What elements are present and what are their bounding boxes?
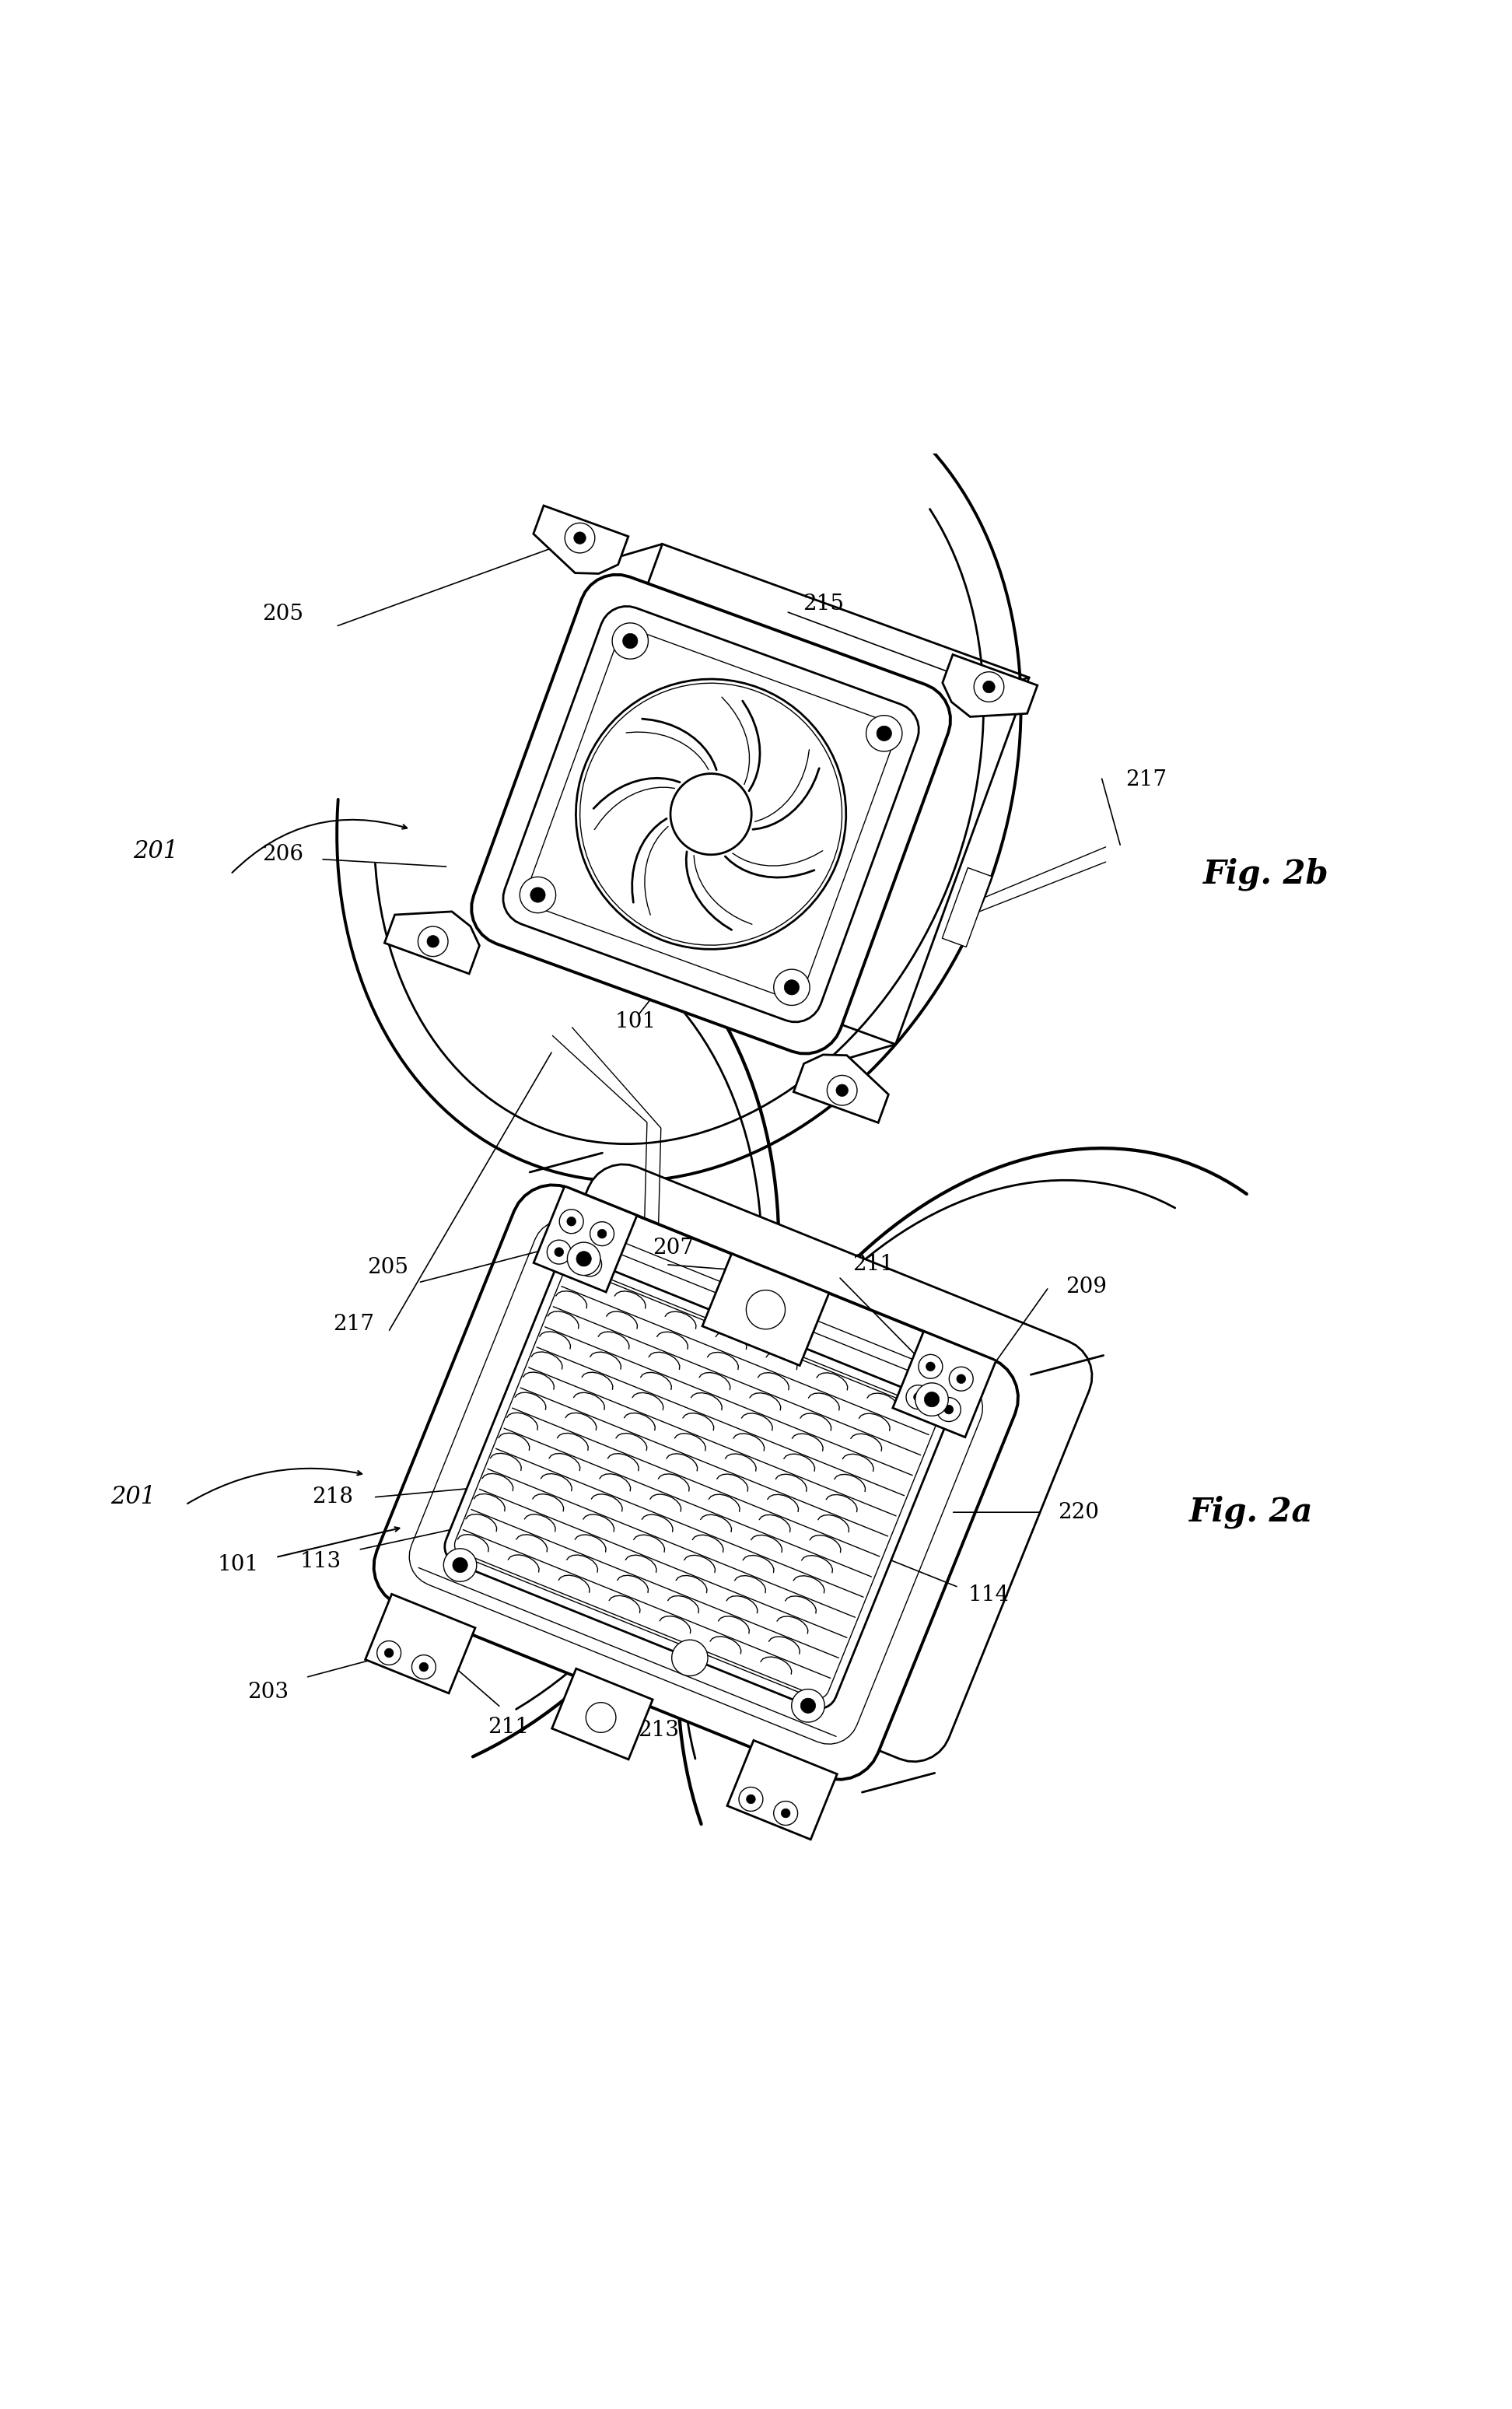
- Text: 203: 203: [248, 1681, 289, 1703]
- Polygon shape: [727, 1739, 838, 1840]
- Polygon shape: [531, 887, 546, 903]
- Text: 114: 114: [968, 1585, 1010, 1604]
- Polygon shape: [918, 1354, 942, 1378]
- Text: 101: 101: [615, 1012, 656, 1031]
- Polygon shape: [945, 1404, 953, 1414]
- Polygon shape: [552, 1669, 653, 1759]
- Polygon shape: [877, 725, 892, 742]
- Polygon shape: [983, 682, 995, 694]
- Polygon shape: [567, 1217, 576, 1226]
- Polygon shape: [575, 532, 585, 544]
- Text: 218: 218: [311, 1486, 354, 1508]
- Polygon shape: [670, 773, 751, 855]
- Polygon shape: [913, 1392, 922, 1402]
- Polygon shape: [529, 544, 1030, 1046]
- Polygon shape: [419, 1662, 428, 1672]
- Polygon shape: [623, 634, 638, 648]
- Polygon shape: [892, 1332, 996, 1438]
- Polygon shape: [782, 1809, 791, 1819]
- Polygon shape: [792, 1689, 824, 1722]
- Polygon shape: [924, 1392, 939, 1407]
- Text: 217: 217: [333, 1313, 375, 1335]
- Polygon shape: [565, 523, 594, 554]
- Polygon shape: [417, 927, 448, 956]
- Polygon shape: [866, 715, 903, 752]
- Polygon shape: [443, 1549, 476, 1583]
- Polygon shape: [739, 1787, 764, 1812]
- Polygon shape: [576, 679, 847, 949]
- Text: Fig. 2b: Fig. 2b: [1204, 858, 1329, 891]
- Text: 201: 201: [110, 1486, 156, 1510]
- Polygon shape: [587, 1703, 615, 1732]
- Polygon shape: [373, 1185, 1018, 1780]
- Text: 217: 217: [1125, 768, 1167, 790]
- Polygon shape: [555, 1248, 564, 1257]
- Polygon shape: [529, 631, 894, 997]
- Polygon shape: [703, 1253, 829, 1366]
- Text: 207: 207: [653, 1238, 694, 1257]
- Text: 101: 101: [218, 1554, 259, 1575]
- Polygon shape: [925, 1361, 934, 1371]
- Polygon shape: [827, 1074, 857, 1106]
- Text: 220: 220: [1058, 1501, 1099, 1522]
- Text: 215: 215: [803, 593, 844, 614]
- Polygon shape: [585, 1260, 594, 1270]
- Polygon shape: [384, 1648, 393, 1657]
- Text: 209: 209: [1066, 1277, 1107, 1298]
- Polygon shape: [452, 1559, 467, 1573]
- Polygon shape: [906, 1385, 930, 1409]
- Polygon shape: [671, 1641, 708, 1677]
- Polygon shape: [937, 1397, 960, 1421]
- Text: 213: 213: [638, 1720, 679, 1739]
- Text: 211: 211: [853, 1255, 894, 1274]
- Polygon shape: [590, 1221, 614, 1245]
- Polygon shape: [520, 877, 556, 913]
- Polygon shape: [747, 1291, 785, 1330]
- Polygon shape: [612, 624, 649, 660]
- Polygon shape: [597, 1229, 606, 1238]
- Polygon shape: [503, 607, 919, 1021]
- Polygon shape: [426, 935, 438, 947]
- Polygon shape: [445, 1164, 1092, 1761]
- Polygon shape: [578, 1253, 602, 1277]
- Polygon shape: [785, 980, 800, 995]
- Polygon shape: [974, 672, 1004, 701]
- Text: 211: 211: [488, 1718, 529, 1737]
- Polygon shape: [472, 576, 951, 1053]
- Text: 206: 206: [263, 843, 304, 865]
- Polygon shape: [576, 1250, 591, 1267]
- Polygon shape: [384, 911, 479, 973]
- Polygon shape: [915, 1383, 948, 1416]
- Polygon shape: [534, 1185, 637, 1291]
- Polygon shape: [376, 1641, 401, 1665]
- Text: 201: 201: [133, 841, 178, 865]
- Polygon shape: [950, 1366, 974, 1390]
- Polygon shape: [774, 968, 810, 1005]
- Polygon shape: [942, 655, 1037, 718]
- Polygon shape: [774, 1802, 798, 1826]
- Polygon shape: [445, 1255, 947, 1708]
- Text: 205: 205: [263, 605, 304, 624]
- Text: Fig. 2a: Fig. 2a: [1190, 1496, 1314, 1530]
- Polygon shape: [794, 1055, 889, 1123]
- Polygon shape: [747, 1795, 756, 1804]
- Text: 113: 113: [299, 1551, 342, 1573]
- Polygon shape: [547, 1241, 572, 1265]
- Polygon shape: [534, 506, 629, 573]
- Polygon shape: [800, 1698, 815, 1713]
- Polygon shape: [411, 1655, 435, 1679]
- Polygon shape: [836, 1084, 848, 1096]
- Polygon shape: [942, 867, 992, 947]
- Text: 205: 205: [367, 1257, 408, 1279]
- Polygon shape: [366, 1595, 475, 1694]
- Polygon shape: [559, 1209, 584, 1233]
- Polygon shape: [567, 1243, 600, 1274]
- Polygon shape: [957, 1376, 966, 1383]
